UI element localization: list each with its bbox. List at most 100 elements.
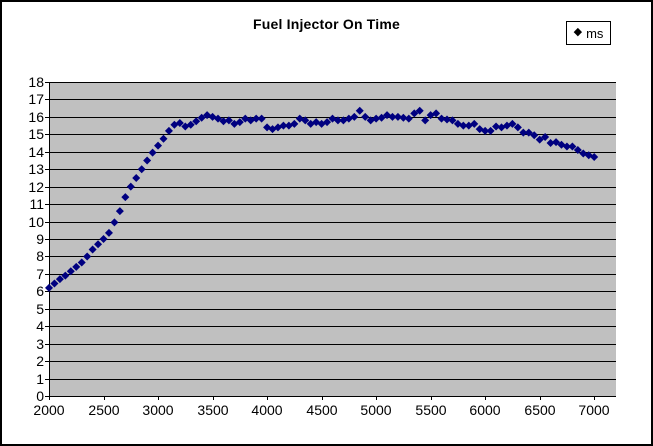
legend-diamond-icon: ◆ — [573, 25, 583, 38]
data-point — [481, 126, 490, 135]
data-point — [72, 262, 81, 271]
y-axis-tick-label: 11 — [29, 196, 44, 212]
y-axis-tick-label: 13 — [28, 161, 44, 177]
y-axis-tick-label: 10 — [28, 214, 44, 230]
data-point — [535, 135, 544, 144]
data-point — [110, 218, 119, 227]
data-point — [137, 165, 146, 174]
data-point — [50, 279, 59, 288]
data-point — [104, 228, 113, 237]
data-point — [132, 173, 141, 182]
data-point — [154, 141, 163, 150]
data-point — [541, 132, 550, 141]
data-point — [192, 117, 201, 126]
data-point — [415, 106, 424, 115]
data-point — [442, 115, 451, 124]
data-point — [121, 193, 130, 202]
legend-series-label: ms — [586, 25, 604, 41]
data-point — [475, 125, 484, 134]
y-axis-tick-label: 16 — [28, 109, 44, 125]
data-point — [257, 114, 266, 123]
data-point — [404, 114, 413, 123]
data-point — [421, 116, 430, 125]
data-point — [252, 114, 261, 123]
x-axis-tick-label: 4000 — [251, 402, 283, 418]
y-axis-tick-label: 18 — [28, 74, 44, 90]
data-point — [513, 123, 522, 132]
data-point — [263, 123, 272, 132]
data-point — [388, 112, 397, 121]
x-axis-tick-label: 5500 — [415, 402, 447, 418]
data-point — [197, 113, 206, 122]
data-point — [432, 109, 441, 118]
data-point — [186, 120, 195, 129]
x-axis-tick-label: 2000 — [33, 402, 65, 418]
y-axis-tick-label: 3 — [36, 336, 44, 352]
y-axis-tick-label: 14 — [28, 144, 44, 160]
data-point — [355, 106, 364, 115]
data-point — [88, 245, 97, 254]
data-point — [562, 142, 571, 151]
data-point — [235, 118, 244, 127]
data-point — [175, 118, 184, 127]
data-point — [55, 275, 64, 284]
data-point — [530, 131, 539, 140]
data-point — [159, 134, 168, 143]
data-point — [66, 267, 75, 276]
data-point — [77, 258, 86, 267]
data-point — [350, 112, 359, 121]
x-axis-tick-label: 4500 — [306, 402, 338, 418]
legend: ◆ ms — [566, 21, 611, 45]
data-point — [148, 148, 157, 157]
chart-title: Fuel Injector On Time — [252, 16, 401, 32]
x-axis-tick-label: 3500 — [197, 402, 229, 418]
data-point — [323, 118, 332, 127]
y-axis-tick-label: 12 — [28, 179, 44, 195]
x-axis-tick-label: 5000 — [360, 402, 392, 418]
data-point — [61, 271, 70, 280]
data-point — [459, 121, 468, 130]
x-axis-tick-label: 6500 — [524, 402, 556, 418]
data-point — [45, 283, 53, 292]
data-point — [508, 119, 517, 128]
data-point — [410, 109, 419, 118]
y-axis-tick-label: 0 — [36, 388, 44, 404]
data-point — [94, 240, 103, 249]
x-axis-tick-label: 7000 — [578, 402, 610, 418]
y-axis-tick-label: 1 — [36, 371, 44, 387]
data-point — [486, 126, 495, 135]
data-point — [279, 121, 288, 130]
y-axis-tick-label: 7 — [36, 266, 44, 282]
data-point — [290, 119, 299, 128]
data-point — [448, 116, 457, 125]
data-point — [546, 139, 555, 148]
data-point — [301, 116, 310, 125]
y-axis-tick-label: 15 — [28, 126, 44, 142]
data-point — [224, 116, 233, 125]
data-point — [333, 116, 342, 125]
y-axis-tick-label: 6 — [36, 283, 44, 299]
data-point — [568, 142, 577, 151]
data-point — [164, 126, 173, 135]
y-axis-tick-label: 9 — [36, 231, 44, 247]
data-point — [437, 114, 446, 123]
data-point — [372, 114, 381, 123]
data-point — [115, 207, 124, 216]
data-point — [99, 235, 108, 243]
y-axis-tick-label: 4 — [36, 318, 44, 334]
data-point — [393, 112, 402, 121]
data-point — [399, 113, 408, 122]
data-point — [573, 146, 582, 155]
data-point — [590, 153, 599, 162]
y-axis-tick-label: 17 — [28, 91, 44, 107]
data-point — [143, 156, 152, 165]
y-axis-tick-label: 8 — [36, 248, 44, 264]
x-axis-tick-label: 3000 — [142, 402, 174, 418]
x-axis-tick-label: 2500 — [88, 402, 120, 418]
y-axis-tick-label: 5 — [36, 301, 44, 317]
data-point — [519, 128, 528, 137]
data-point — [361, 112, 370, 121]
data-point — [492, 122, 501, 131]
